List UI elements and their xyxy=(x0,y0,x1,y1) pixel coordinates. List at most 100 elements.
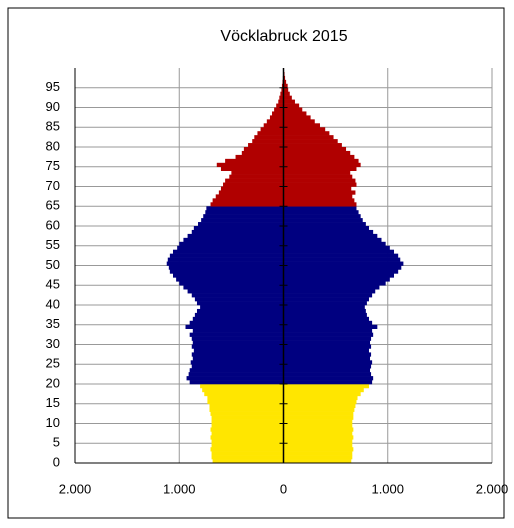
bar xyxy=(283,91,290,96)
bar xyxy=(172,249,284,254)
bar xyxy=(283,423,353,428)
y-tick-label: 85 xyxy=(46,119,60,134)
bar xyxy=(283,328,373,333)
bar xyxy=(283,237,382,243)
bar xyxy=(203,214,284,219)
bar xyxy=(201,218,284,223)
y-tick-label: 65 xyxy=(46,198,60,213)
bar xyxy=(183,237,284,243)
bar xyxy=(212,198,284,203)
bar xyxy=(283,391,361,397)
bar xyxy=(269,115,284,120)
bar xyxy=(283,226,369,231)
bar xyxy=(210,411,284,416)
bar xyxy=(266,119,284,124)
bar xyxy=(283,202,357,207)
bar xyxy=(220,166,284,171)
bar xyxy=(283,356,371,361)
bar xyxy=(283,158,359,164)
bar xyxy=(283,301,367,306)
bar xyxy=(283,210,359,215)
bar xyxy=(283,443,353,448)
bar xyxy=(280,91,284,96)
y-tick-label: 60 xyxy=(46,217,60,232)
bar xyxy=(210,202,284,207)
y-tick-label: 15 xyxy=(46,395,60,410)
bar xyxy=(191,352,284,357)
y-tick-label: 0 xyxy=(53,454,60,469)
bar xyxy=(220,186,284,191)
bar xyxy=(283,332,374,337)
bar xyxy=(283,399,357,405)
bar xyxy=(176,277,284,282)
bar xyxy=(193,348,284,353)
bar xyxy=(183,285,284,290)
bar xyxy=(283,273,395,278)
bar xyxy=(283,380,373,385)
y-tick-label: 50 xyxy=(46,257,60,272)
bar xyxy=(212,459,284,464)
bar xyxy=(283,143,342,148)
bar xyxy=(274,107,284,112)
bar xyxy=(283,344,372,349)
bar xyxy=(192,328,284,333)
bar xyxy=(283,293,373,298)
bar xyxy=(211,455,284,460)
bar xyxy=(283,111,307,116)
bar xyxy=(200,305,284,310)
bar xyxy=(189,380,284,385)
bar xyxy=(225,178,284,183)
bar xyxy=(283,139,338,144)
bar xyxy=(283,214,361,219)
bar xyxy=(283,451,353,456)
bar xyxy=(283,352,372,357)
bar xyxy=(189,332,284,337)
bar xyxy=(283,222,366,227)
bar xyxy=(283,336,372,341)
bar xyxy=(283,107,303,112)
bar xyxy=(283,277,390,282)
bar xyxy=(283,384,369,389)
bar xyxy=(169,253,284,258)
bar xyxy=(211,431,284,436)
bar xyxy=(283,455,353,460)
bar xyxy=(283,174,353,179)
bar xyxy=(169,269,284,274)
bar xyxy=(210,447,284,452)
bar xyxy=(198,222,284,227)
bar xyxy=(186,376,284,381)
bar xyxy=(283,305,365,310)
bar xyxy=(283,162,361,168)
bar xyxy=(168,265,284,270)
bar xyxy=(283,87,289,92)
bar xyxy=(283,218,363,223)
bar xyxy=(215,194,284,199)
bar xyxy=(283,229,374,235)
x-tick-label: 2.000 xyxy=(59,481,92,496)
bar xyxy=(229,174,284,179)
chart-title: Vöcklabruck 2015 xyxy=(220,28,347,45)
bar xyxy=(209,407,284,412)
bar xyxy=(263,123,284,128)
bar xyxy=(283,253,399,258)
bar xyxy=(231,170,284,175)
y-tick-label: 35 xyxy=(46,316,60,331)
bar xyxy=(225,158,284,164)
bar xyxy=(218,190,284,195)
bar xyxy=(283,265,402,270)
bar xyxy=(283,285,380,290)
bar xyxy=(194,297,284,302)
bar xyxy=(167,257,284,262)
bar xyxy=(166,261,284,266)
bar xyxy=(254,135,284,140)
bar xyxy=(278,99,284,104)
bar xyxy=(283,459,352,464)
bar xyxy=(211,443,284,448)
bar xyxy=(283,324,378,329)
y-tick-label: 10 xyxy=(46,415,60,430)
bar xyxy=(283,170,351,175)
bar xyxy=(283,190,356,195)
y-tick-label: 30 xyxy=(46,336,60,351)
bar xyxy=(177,245,284,250)
bar xyxy=(210,427,284,432)
